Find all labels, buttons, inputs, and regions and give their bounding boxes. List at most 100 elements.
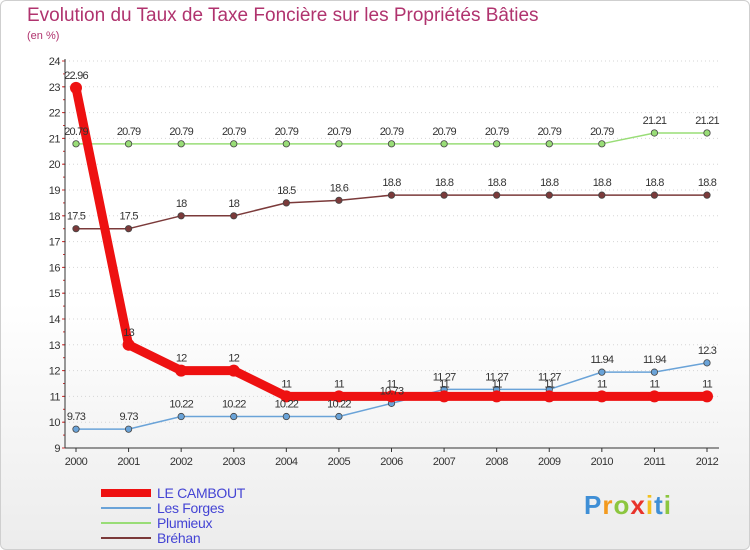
data-point xyxy=(701,390,713,403)
data-label: 11 xyxy=(492,378,503,390)
y-tick-label: 10 xyxy=(49,417,61,429)
data-label: 22.96 xyxy=(64,70,88,82)
data-label: 12 xyxy=(176,353,187,365)
data-point xyxy=(230,412,238,421)
data-label: 18.6 xyxy=(330,182,349,194)
data-point xyxy=(332,390,345,403)
data-point xyxy=(177,212,185,220)
data-point xyxy=(545,140,553,148)
legend-label: Bréhan xyxy=(157,530,201,546)
data-label: 20.79 xyxy=(537,126,561,138)
legend-label: LE CAMBOUT xyxy=(157,485,246,501)
logo-letter: i xyxy=(663,490,672,520)
legend: LE CAMBOUT Les Forges Plumieux Bréhan xyxy=(101,485,341,546)
data-label: 20.79 xyxy=(380,126,404,138)
data-label: 17.5 xyxy=(67,211,86,223)
logo-letter: t xyxy=(654,490,664,520)
data-point xyxy=(72,225,80,233)
data-point xyxy=(598,140,606,148)
data-point xyxy=(598,191,606,199)
data-label: 18 xyxy=(228,198,239,210)
data-point xyxy=(335,412,343,421)
data-point xyxy=(490,390,503,403)
data-label: 18.8 xyxy=(593,177,612,189)
data-point xyxy=(545,191,553,199)
data-point xyxy=(595,390,608,403)
data-label: 20.79 xyxy=(64,126,88,138)
data-label: 10.73 xyxy=(380,385,404,397)
data-point xyxy=(438,390,451,403)
data-point xyxy=(72,140,80,148)
x-tick-label: 2002 xyxy=(170,456,193,468)
chart-title: Evolution du Taux de Taxe Foncière sur l… xyxy=(27,5,539,26)
data-label: 20.79 xyxy=(590,126,614,138)
x-tick-label: 2005 xyxy=(328,456,351,468)
y-tick-label: 9 xyxy=(54,443,60,455)
data-point xyxy=(650,191,659,199)
x-tick-label: 2009 xyxy=(538,456,561,468)
legend-item-brehan: Bréhan xyxy=(101,530,341,546)
data-point xyxy=(703,129,711,137)
y-tick-label: 23 xyxy=(49,82,61,94)
data-label: 20.79 xyxy=(485,126,509,138)
x-tick-label: 2004 xyxy=(275,456,298,468)
data-point xyxy=(493,191,501,199)
data-label: 18.8 xyxy=(698,177,717,189)
y-tick-label: 17 xyxy=(49,237,61,249)
y-tick-label: 21 xyxy=(49,133,61,145)
data-label: 12.3 xyxy=(698,345,717,357)
data-label: 18.8 xyxy=(435,177,454,189)
data-point xyxy=(650,129,659,137)
data-label: 11.94 xyxy=(643,354,666,366)
data-point xyxy=(387,191,396,199)
data-point xyxy=(440,191,448,199)
data-point xyxy=(282,412,290,421)
data-label: 11 xyxy=(597,378,608,390)
y-tick-label: 20 xyxy=(49,159,61,171)
legend-swatch xyxy=(101,489,151,497)
data-label: 20.79 xyxy=(432,126,456,138)
data-label: 18 xyxy=(176,198,187,210)
data-point xyxy=(335,140,343,148)
series-line-bréhan xyxy=(75,194,708,230)
y-tick-label: 19 xyxy=(49,185,61,197)
data-label: 21.21 xyxy=(643,115,667,127)
data-label: 17.5 xyxy=(119,211,138,223)
data-point xyxy=(70,81,82,94)
data-point xyxy=(282,199,290,207)
data-point xyxy=(175,364,188,377)
data-point xyxy=(385,390,398,403)
data-label: 18.8 xyxy=(645,177,664,189)
x-tick-label: 2000 xyxy=(65,456,88,468)
data-label: 20.79 xyxy=(117,126,141,138)
x-tick-label: 2003 xyxy=(223,456,246,468)
data-point xyxy=(387,140,396,148)
x-tick-label: 2008 xyxy=(485,456,508,468)
data-point xyxy=(230,140,238,148)
legend-item-le-cambout: LE CAMBOUT xyxy=(101,485,341,501)
data-point xyxy=(650,368,659,376)
legend-swatch xyxy=(101,522,151,524)
data-point xyxy=(543,390,556,403)
data-point xyxy=(124,225,133,233)
data-label: 11.94 xyxy=(590,354,613,366)
y-tick-label: 15 xyxy=(49,288,61,300)
data-point xyxy=(177,140,185,148)
data-label: 9.73 xyxy=(67,411,86,423)
chart-subtitle: (en %) xyxy=(27,30,60,42)
data-label: 12 xyxy=(228,353,239,365)
data-point xyxy=(598,368,606,376)
data-label: 10.22 xyxy=(327,399,351,411)
data-label: 10.22 xyxy=(275,399,299,411)
data-label: 9.73 xyxy=(119,411,138,423)
logo-letter: i xyxy=(645,490,655,520)
data-label: 18.8 xyxy=(488,177,507,189)
y-tick-label: 14 xyxy=(49,314,61,326)
proxiti-logo: Proxiti xyxy=(584,490,672,521)
data-label: 20.79 xyxy=(169,126,193,138)
data-label: 10.22 xyxy=(222,399,246,411)
y-tick-label: 11 xyxy=(50,391,61,403)
data-label: 11 xyxy=(439,378,450,390)
data-point xyxy=(124,140,133,148)
